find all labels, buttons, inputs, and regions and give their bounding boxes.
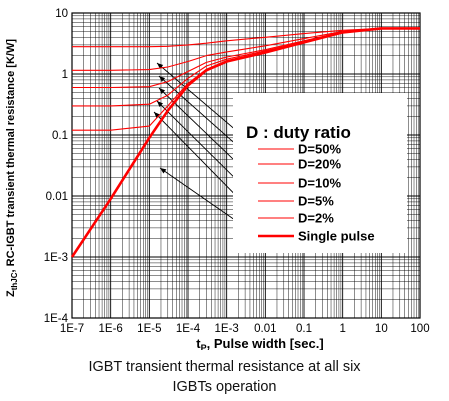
y-tick-label: 1E-4 <box>44 313 69 325</box>
y-tick-label: 0.1 <box>52 130 68 142</box>
leader-arrowhead <box>159 88 166 94</box>
legend-entry: D=5% <box>298 194 334 209</box>
y-axis-label-rest: , RC-IGBT transient thermal resistance [… <box>5 39 17 273</box>
x-axis-label-main: t <box>196 336 201 350</box>
series-curves <box>70 27 420 258</box>
series-line-d-50- <box>72 27 420 48</box>
legend-items: D=50%D=20% D=10% D=5% D=2% Single pulse <box>258 142 375 244</box>
x-tick-label: 1E-6 <box>99 323 123 335</box>
x-tick-label: 10 <box>375 323 388 335</box>
legend-entry: D=10% <box>298 176 341 191</box>
x-tick-label: 1E-5 <box>137 323 161 335</box>
x-tick-label: 100 <box>410 323 429 335</box>
caption-line-2: IGBTs operation <box>172 379 277 395</box>
x-axis-label-rest: , Pulse width [sec.] <box>207 336 324 350</box>
x-tick-label: 1E-7 <box>60 323 84 335</box>
y-axis-label-main: Z <box>5 290 17 297</box>
series-line-d-20- <box>72 27 420 71</box>
legend-entry: D=50% <box>298 142 341 157</box>
caption-line-1: IGBT transient thermal resistance at all… <box>88 359 361 375</box>
legend-entry: D=2% <box>298 211 334 226</box>
y-tick-label: 10 <box>55 8 68 20</box>
legend-entry: Single pulse <box>298 229 375 244</box>
x-tick-label: 1E-3 <box>215 323 239 335</box>
x-tick-label: 1 <box>339 323 345 335</box>
legend-box <box>233 93 407 253</box>
leader-arrowhead <box>157 101 163 107</box>
y-tick-label: 1E-3 <box>44 252 68 264</box>
leader-arrowhead <box>157 63 164 69</box>
plot-frame <box>71 12 421 319</box>
x-axis-label: tP, Pulse width [sec.] <box>196 336 323 350</box>
legend-entry: D=20% <box>298 157 341 172</box>
x-tick-labels: 1E-7 1E-6 1E-5 1E-4 1E-3 0.01 0.1 1 10 100 <box>60 323 430 335</box>
leader-arrowhead <box>154 112 160 118</box>
leader-arrowhead <box>160 168 167 174</box>
x-tick-label: 0.1 <box>296 323 312 335</box>
leader-arrowhead <box>159 76 166 82</box>
x-axis-label-sub: P <box>201 343 207 350</box>
transient-thermal-resistance-chart: 1E-7 1E-6 1E-5 1E-4 1E-3 0.01 0.1 1 10 100 1E-41E… <box>5 8 430 350</box>
figure-caption: IGBT transient thermal resistance at all… <box>0 357 449 397</box>
legend: D : duty ratio D=50%D=20% D=10% D=5% D=2% Si… <box>233 93 407 253</box>
y-tick-label: 1 <box>62 69 68 81</box>
legend-title: D : duty ratio <box>246 123 351 142</box>
x-tick-label: 1E-4 <box>176 323 201 335</box>
series-line-single-pulse <box>70 27 420 258</box>
x-tick-label: 0.01 <box>254 323 276 335</box>
y-tick-label: 0.01 <box>46 191 68 203</box>
y-axis-label: ZthJC, RC-IGBT transient thermal resista… <box>5 39 19 297</box>
y-tick-labels: 1E-4 1E-3 0.01 0.1 1 10 <box>44 8 69 325</box>
y-axis-label-sub: thJC <box>10 272 19 290</box>
